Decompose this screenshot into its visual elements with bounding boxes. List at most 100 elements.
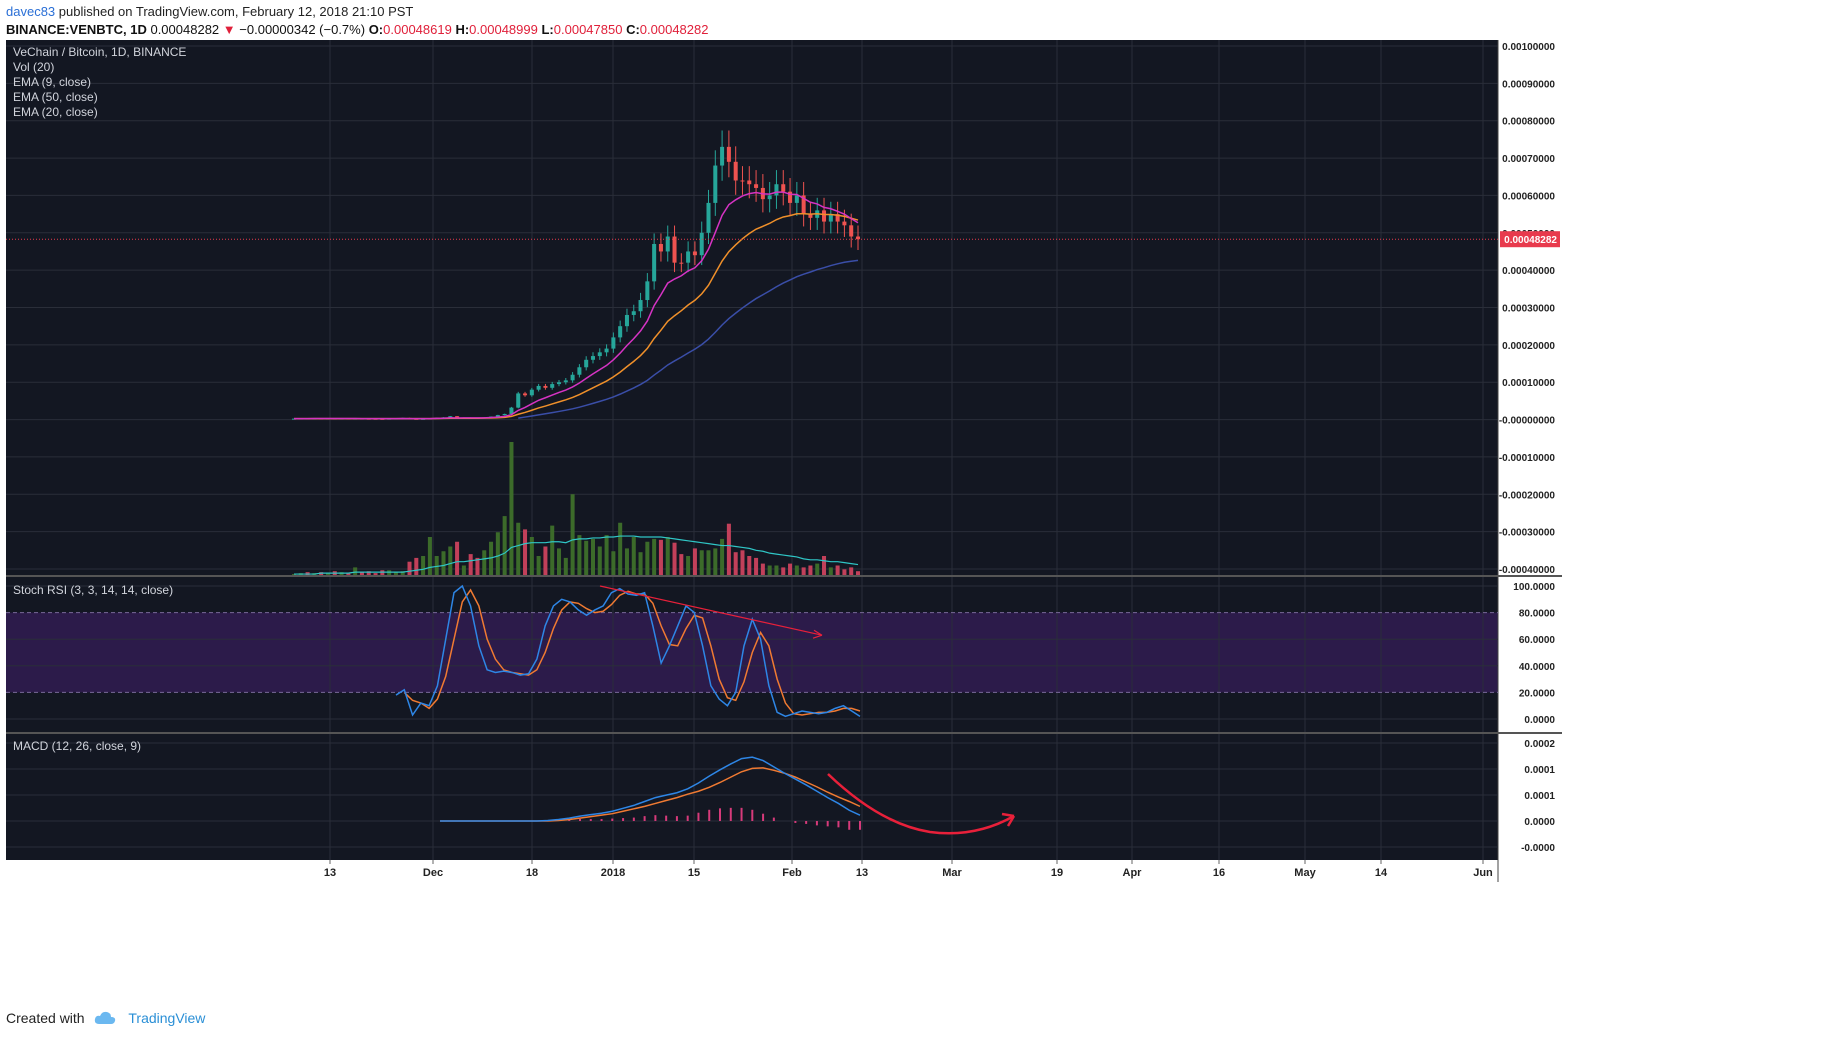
macd-tick-label: -0.0000	[1521, 843, 1555, 854]
candle-body	[720, 146, 725, 166]
ohlc-high-label: H:	[455, 22, 470, 37]
candle-body	[631, 311, 636, 315]
volume-bar	[692, 548, 697, 575]
volume-bar	[455, 541, 460, 575]
candle-body	[747, 180, 752, 185]
candle-body	[706, 202, 711, 233]
y-tick-label: 0.00010000	[1502, 378, 1555, 389]
macd-tick-label: 0.0001	[1524, 765, 1555, 776]
candle-body	[550, 384, 555, 388]
down-arrow-icon: ▼	[222, 22, 236, 37]
candle-body	[665, 236, 670, 252]
volume-bar	[842, 569, 847, 575]
candle-body	[495, 415, 500, 417]
volume-bar	[808, 565, 813, 575]
x-tick-label: 19	[1051, 867, 1063, 879]
candle-body	[781, 184, 786, 192]
candle-body	[672, 236, 677, 263]
stoch-tick-label: 80.0000	[1519, 609, 1556, 620]
x-tick-label: 13	[324, 867, 336, 879]
candle-body	[855, 236, 861, 240]
y-tick-label: 0.00060000	[1502, 191, 1555, 202]
candle-body	[502, 413, 507, 416]
volume-bar	[366, 571, 371, 575]
volume-bar	[652, 538, 657, 575]
volume-bar	[801, 567, 806, 575]
volume-bar	[686, 556, 691, 575]
y-tick-label: 0.00030000	[1502, 304, 1555, 315]
volume-bar	[597, 546, 602, 575]
x-tick-label: Mar	[942, 867, 962, 879]
volume-bar	[720, 538, 725, 575]
candle-body	[733, 161, 738, 181]
candle-body	[516, 393, 521, 408]
volume-bar	[523, 529, 528, 575]
volume-bar	[570, 494, 575, 575]
x-tick-label: 2018	[601, 867, 625, 879]
volume-bar	[516, 522, 521, 575]
stoch-tick-label: 20.0000	[1519, 688, 1556, 699]
y-tick-label: 0.00020000	[1502, 341, 1555, 352]
publish-info: davec83 published on TradingView.com, Fe…	[6, 4, 413, 19]
stoch-k-line	[395, 584, 861, 718]
candle-body	[556, 382, 562, 385]
ohlc-open-value: 0.00048619	[383, 22, 452, 37]
candle-body	[590, 356, 596, 360]
published-text: published on TradingView.com, February 1…	[58, 4, 414, 19]
candle-body	[726, 146, 731, 162]
trading-chart[interactable]: 13 Dec 18 2018 15 Feb 13 Mar 19 Apr 16 May 14 Jun 0.00…	[0, 40, 1822, 1004]
volume-bar	[556, 548, 562, 575]
last-price-tag	[1500, 231, 1560, 248]
candle-body	[529, 389, 534, 396]
volume-bar	[495, 532, 500, 575]
volume-bar	[421, 556, 426, 575]
macd-annotation-curve	[827, 773, 1015, 835]
ohlc-open-label: O:	[368, 22, 384, 37]
time-axis-background	[6, 860, 1562, 882]
x-tick-label: 15	[688, 867, 700, 879]
candle-body	[794, 195, 799, 203]
x-tick-label: Jun	[1473, 867, 1493, 879]
volume-bar	[393, 572, 398, 575]
volume-bar	[767, 565, 772, 575]
volume-bar	[550, 525, 555, 575]
x-tick-label: Dec	[423, 867, 443, 879]
volume-bar	[754, 557, 759, 575]
last-price-label: 0.00048282	[1504, 235, 1557, 246]
candle-body	[523, 393, 528, 396]
candle-body	[692, 251, 697, 256]
candle-body	[448, 416, 453, 418]
x-tick-label: May	[1294, 867, 1316, 879]
y-tick-label: 0.00080000	[1502, 117, 1555, 128]
volume-ma-line	[294, 535, 859, 575]
stoch-tick-label: 40.0000	[1519, 662, 1556, 673]
candle-body	[611, 337, 616, 349]
volume-bar	[835, 565, 840, 575]
volume-bar	[740, 550, 745, 575]
volume-bar	[509, 442, 514, 575]
volume-bar	[631, 537, 636, 575]
candle-body	[509, 407, 514, 414]
author-link[interactable]: davec83	[6, 4, 56, 19]
symbol-name: BINANCE:VENBTC, 1D	[6, 22, 147, 37]
volume-bar	[482, 550, 487, 575]
volume-bar	[815, 563, 820, 575]
y-tick-label: -0.00000000	[1499, 416, 1556, 427]
volume-bar	[638, 552, 643, 575]
candle-body	[570, 374, 575, 381]
volume-bar	[760, 563, 765, 575]
volume-bar	[584, 540, 589, 575]
tradingview-link[interactable]: TradingView	[128, 1010, 206, 1026]
volume-bar	[672, 542, 677, 575]
ohlc-low-label: L:	[541, 22, 554, 37]
volume-bar	[794, 565, 799, 575]
volume-bar	[706, 550, 711, 575]
ema50-line	[518, 259, 859, 419]
volume-bar	[448, 546, 453, 575]
volume-bar	[325, 573, 330, 575]
candle-body	[822, 210, 827, 222]
volume-bar	[373, 573, 378, 575]
legend-item: EMA (50, close)	[13, 90, 98, 104]
volume-bar	[577, 535, 582, 575]
candle-body	[801, 195, 806, 215]
